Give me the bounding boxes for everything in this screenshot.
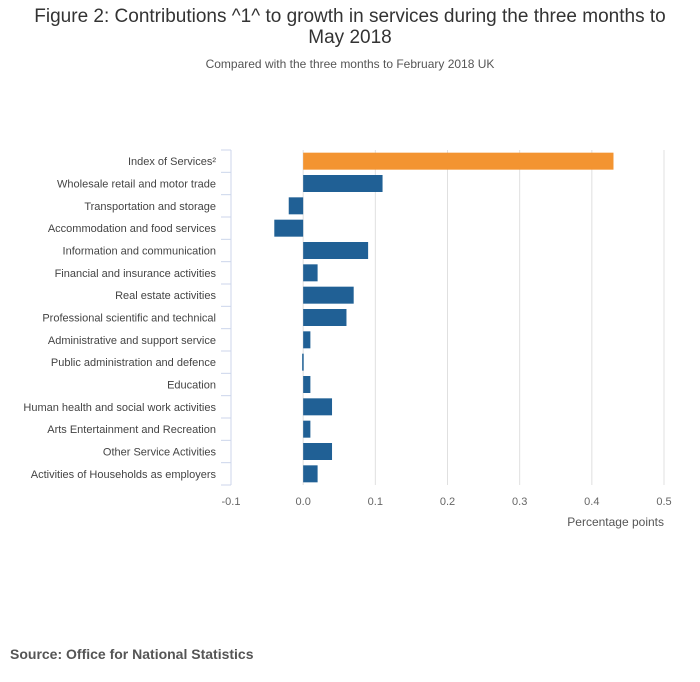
x-tick-label: 0.2 bbox=[440, 496, 455, 508]
x-axis-title: Percentage points bbox=[567, 515, 664, 529]
x-tick-label: -0.1 bbox=[222, 496, 241, 508]
bar bbox=[303, 286, 354, 304]
x-tick-label: 0.5 bbox=[656, 496, 671, 508]
x-tick-label: 0.1 bbox=[368, 496, 383, 508]
category-label: Administrative and support service bbox=[48, 335, 216, 347]
category-label: Other Service Activities bbox=[103, 447, 217, 459]
category-label: Information and communication bbox=[63, 246, 216, 258]
bar bbox=[302, 353, 304, 371]
category-label: Professional scientific and technical bbox=[42, 313, 216, 325]
category-label: Real estate activities bbox=[115, 290, 216, 302]
chart-subtitle: Compared with the three months to Februa… bbox=[205, 57, 495, 71]
category-label: Accommodation and food services bbox=[48, 223, 217, 235]
x-tick-label: 0.3 bbox=[512, 496, 527, 508]
bar bbox=[303, 331, 311, 349]
bar bbox=[303, 376, 311, 393]
source-note: Source: Office for National Statistics bbox=[10, 646, 254, 662]
bar bbox=[274, 219, 304, 237]
bar bbox=[303, 420, 311, 438]
bar bbox=[303, 443, 333, 460]
bar bbox=[303, 152, 614, 170]
category-label: Transportation and storage bbox=[84, 201, 216, 213]
category-label: Public administration and defence bbox=[51, 357, 216, 369]
x-tick-label: 0.4 bbox=[584, 496, 599, 508]
category-label: Human health and social work activities bbox=[23, 402, 216, 414]
bar bbox=[303, 264, 318, 282]
category-label: Activities of Households as employers bbox=[31, 469, 217, 481]
bar-chart: -0.1 0.0 0.1 0.2 0.3 0.4 0.5 Index of Services²… bbox=[23, 149, 672, 529]
chart-title: Figure 2: Contributions ^1^ to growth in… bbox=[34, 6, 666, 48]
category-label: Wholesale retail and motor trade bbox=[57, 179, 216, 191]
bar bbox=[303, 242, 369, 259]
category-label: Education bbox=[167, 380, 216, 392]
x-tick-label: 0.0 bbox=[296, 496, 311, 508]
bar bbox=[303, 175, 383, 192]
bar bbox=[288, 197, 304, 215]
category-label: Arts Entertainment and Recreation bbox=[47, 424, 216, 436]
category-label: Index of Services² bbox=[128, 156, 216, 168]
category-label: Financial and insurance activities bbox=[55, 268, 217, 280]
bar bbox=[303, 398, 333, 416]
bar bbox=[303, 309, 347, 326]
bar bbox=[303, 465, 318, 483]
